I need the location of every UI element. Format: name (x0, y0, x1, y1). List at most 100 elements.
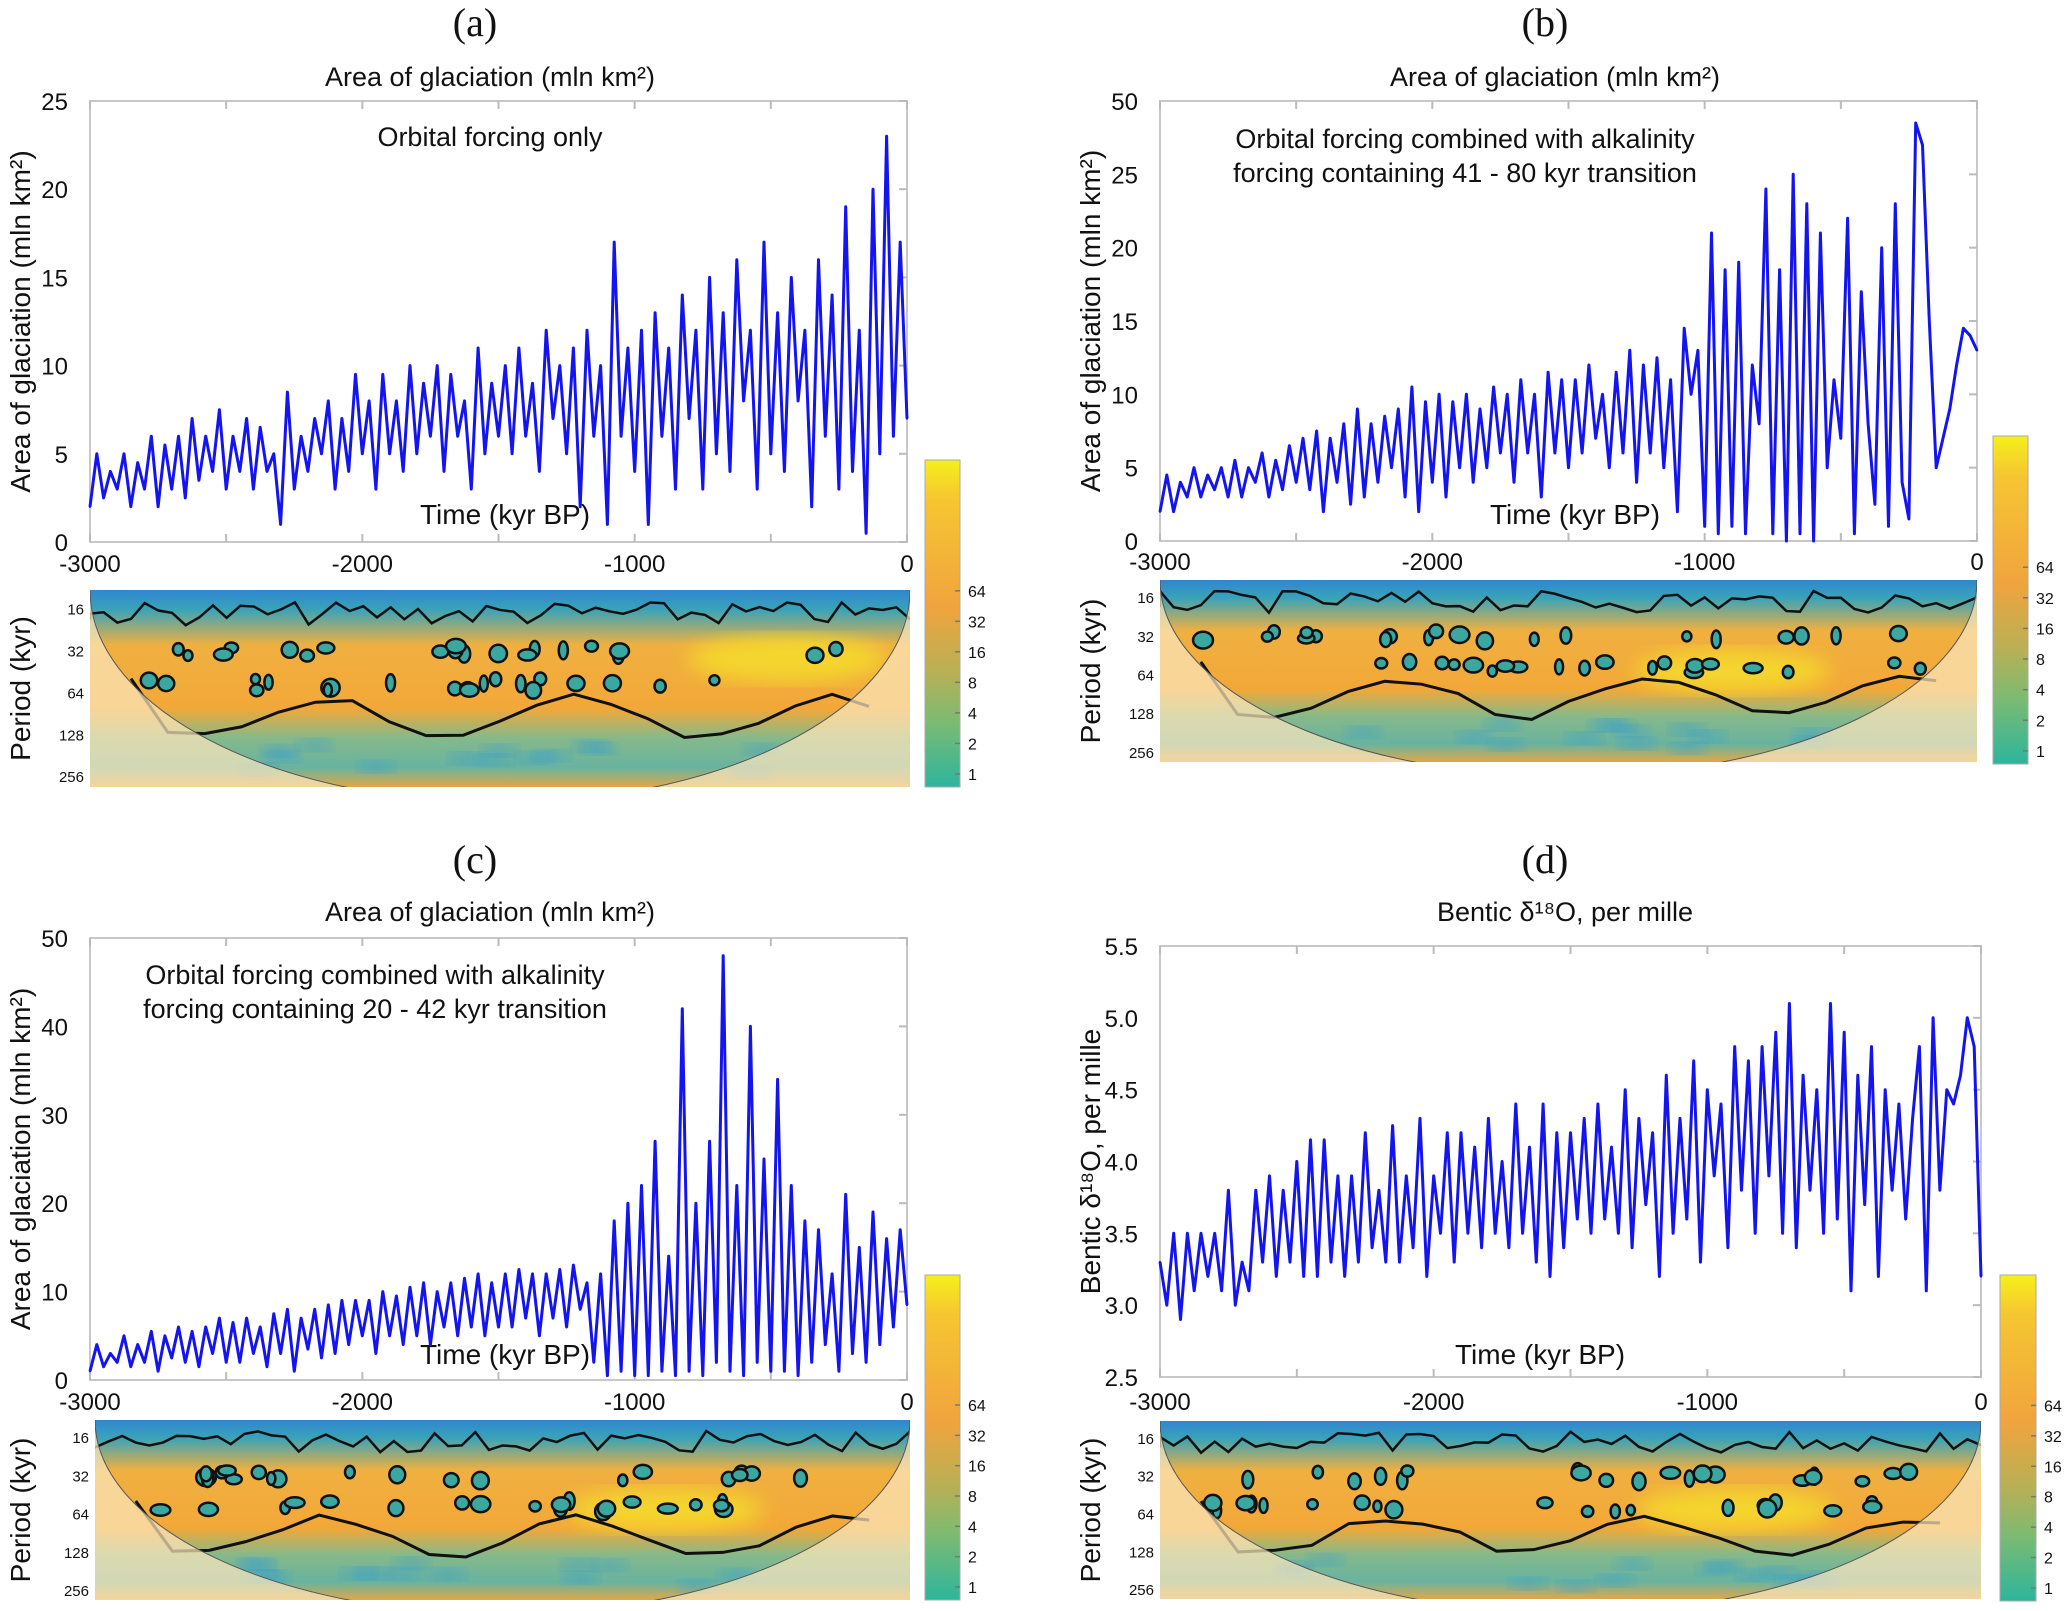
data-point (1199, 1232, 1203, 1235)
data-point (858, 1246, 861, 1249)
data-point (1186, 1232, 1189, 1235)
data-point (1519, 378, 1523, 381)
data-point (1785, 539, 1788, 543)
data-point (633, 470, 636, 473)
x-tick-label: -3000 (1129, 549, 1190, 576)
data-point (1458, 466, 1461, 469)
period-axis-label: Period (kyr) (1075, 599, 1106, 744)
colorbar-tick-label: 4 (2044, 1520, 2053, 1537)
cone-of-influence (95, 1420, 910, 1600)
data-point (1730, 525, 1734, 528)
data-point (796, 1374, 800, 1377)
data-point (1369, 422, 1373, 425)
data-point (1234, 1303, 1237, 1307)
data-point (830, 293, 834, 297)
colorbar-tick-label: 2 (968, 736, 977, 753)
data-point (905, 417, 909, 420)
data-point (790, 276, 793, 279)
data-point (395, 1294, 398, 1298)
data-point (1968, 334, 1972, 337)
panel-d: (d) Bentic δ¹⁸O, per mille 2.5 3.0 3.5 4.0 4.5… (1075, 837, 2062, 1602)
data-point (1391, 1124, 1394, 1127)
data-point (565, 1325, 568, 1329)
significance-contour (1598, 1472, 1615, 1489)
data-point (565, 452, 568, 455)
low-power-blob (358, 760, 395, 773)
data-point (1938, 1189, 1942, 1192)
period-tick-label: 128 (59, 727, 84, 744)
significance-contour (216, 1464, 237, 1477)
significance-contour (199, 1465, 214, 1483)
significance-contour (299, 648, 316, 663)
significance-contour (263, 673, 274, 691)
data-point (1459, 1131, 1463, 1134)
data-point (408, 364, 412, 367)
data-point (211, 470, 214, 473)
data-point (517, 1268, 521, 1271)
data-point (190, 417, 194, 420)
data-point (504, 364, 507, 367)
data-point (878, 1343, 881, 1346)
significance-contour (1462, 656, 1485, 674)
data-point (1288, 444, 1291, 447)
colorbar-tick-label: 32 (968, 614, 986, 631)
significance-contour (442, 1471, 460, 1489)
y-tick-label: 20 (1111, 236, 1138, 263)
data-point (204, 1325, 207, 1329)
significance-contour (1378, 630, 1393, 649)
data-point (497, 434, 500, 438)
data-point (442, 470, 446, 473)
data-point (422, 1281, 425, 1284)
data-point (810, 505, 813, 508)
significance-contour (712, 1498, 731, 1513)
data-point (1887, 525, 1890, 528)
data-point (1247, 466, 1250, 469)
data-point (1890, 1189, 1894, 1192)
annotation-text: forcing containing 41 - 80 kyr transitio… (1233, 158, 1697, 188)
x-tick-label: -3000 (59, 551, 120, 578)
data-point (1356, 407, 1359, 411)
period-tick-label: 128 (64, 1545, 89, 1562)
significance-contour (1235, 1494, 1257, 1512)
data-point (1658, 1275, 1661, 1278)
data-point (1576, 1217, 1579, 1221)
data-point (1751, 363, 1754, 367)
significance-contour (1886, 656, 1902, 670)
y-tick-label: 3.5 (1105, 1221, 1138, 1248)
data-point (1308, 488, 1311, 491)
data-point (1323, 1138, 1326, 1142)
data-point (1512, 481, 1516, 484)
data-point (156, 1369, 160, 1373)
data-point (211, 1352, 214, 1355)
data-point (572, 1263, 575, 1267)
low-power-blob (580, 742, 617, 755)
significance-contour (1700, 657, 1721, 671)
data-point (1801, 1074, 1805, 1077)
period-axis-label: Period (kyr) (5, 616, 36, 761)
data-point (1744, 532, 1747, 535)
data-point (449, 373, 453, 376)
series-line (1158, 1002, 1983, 1321)
data-point (1316, 1275, 1319, 1278)
period-axis-label: Period (kyr) (5, 1438, 36, 1583)
data-point (1754, 1232, 1757, 1235)
data-point (361, 452, 364, 455)
low-power-blob (237, 1557, 274, 1570)
data-point (1866, 422, 1870, 425)
data-point (1873, 503, 1877, 506)
significance-contour (1258, 1496, 1269, 1515)
significance-contour (602, 673, 623, 693)
data-point (1771, 532, 1774, 535)
data-point (1439, 1232, 1442, 1235)
data-point (456, 434, 459, 438)
x-axis-label: Time (kyr BP) (420, 499, 590, 530)
wavelet-plot (1160, 1421, 1981, 1599)
data-point (1832, 378, 1836, 381)
significance-contour (1475, 631, 1495, 651)
data-point (681, 1007, 684, 1010)
data-point (878, 452, 881, 455)
data-point (286, 1308, 289, 1311)
data-point (1719, 1102, 1723, 1106)
data-point (1925, 1289, 1928, 1293)
data-point (1596, 1102, 1600, 1106)
